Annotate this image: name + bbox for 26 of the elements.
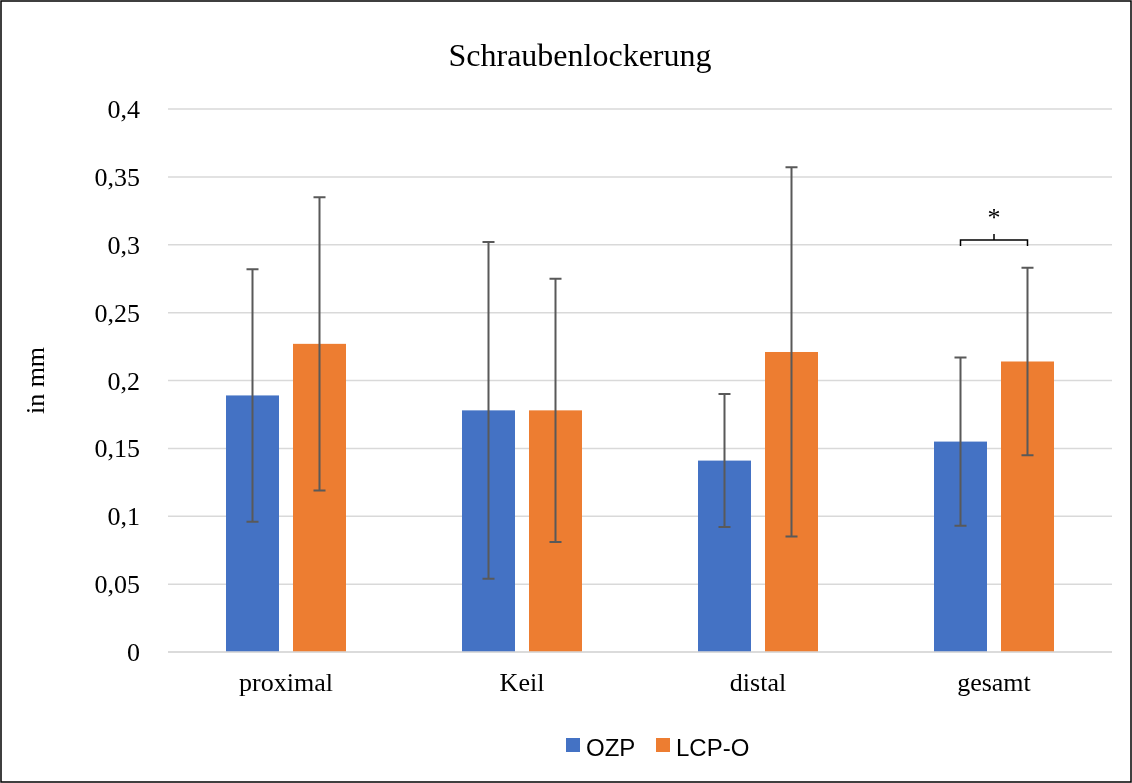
chart-title: Schraubenlockerung bbox=[448, 37, 712, 73]
bar bbox=[293, 343, 346, 652]
x-tick-label: Keil bbox=[499, 668, 545, 697]
legend-label: LCP-O bbox=[676, 734, 750, 762]
x-tick-label: gesamt bbox=[957, 668, 1032, 697]
annotation: * bbox=[987, 203, 1001, 232]
y-tick-label: 0,2 bbox=[107, 366, 140, 396]
bar bbox=[226, 395, 279, 652]
bar bbox=[934, 441, 987, 652]
y-tick-label: 0,25 bbox=[94, 298, 140, 328]
y-axis-title: in mm bbox=[21, 346, 50, 415]
legend-label: OZP bbox=[586, 734, 636, 762]
y-tick-label: 0 bbox=[127, 638, 140, 668]
bar bbox=[529, 410, 582, 652]
bar bbox=[462, 410, 515, 652]
bar bbox=[765, 351, 818, 652]
y-tick-label: 0,35 bbox=[94, 162, 140, 192]
bar bbox=[1001, 361, 1054, 652]
y-tick-label: 0,3 bbox=[107, 230, 140, 260]
x-tick-label: proximal bbox=[239, 668, 333, 697]
x-tick-label: distal bbox=[729, 668, 787, 697]
y-tick-label: 0,05 bbox=[94, 570, 140, 600]
y-tick-label: 0,15 bbox=[94, 434, 140, 464]
bar bbox=[698, 460, 751, 652]
y-tick-label: 0,1 bbox=[107, 502, 140, 532]
y-tick-label: 0,4 bbox=[107, 95, 140, 125]
